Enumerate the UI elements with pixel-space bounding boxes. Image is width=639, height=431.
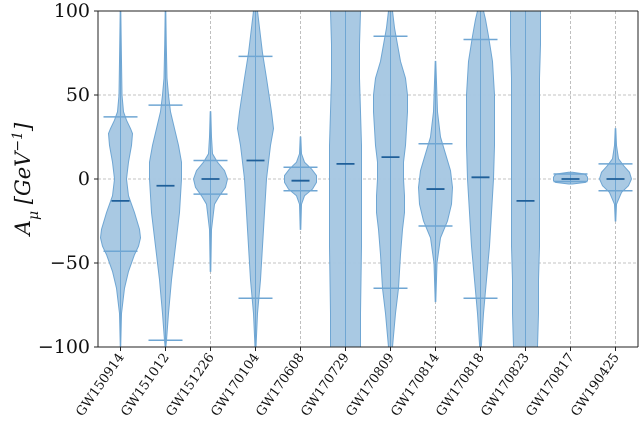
y-tick-label: −100: [38, 336, 90, 358]
violin-GW170817: [553, 171, 588, 185]
violin-GW170104: [236, 10, 275, 348]
violin-layer: [99, 10, 633, 348]
label-layer: Aμ [GeV−1]: [10, 122, 42, 237]
y-axis-label: Aμ [GeV−1]: [10, 122, 42, 237]
y-tick-label: −50: [50, 252, 90, 274]
violin-GW151226: [192, 111, 229, 272]
violin-GW170814: [417, 60, 454, 303]
violin-GW170818: [463, 10, 498, 348]
violin-GW190425: [598, 128, 633, 222]
y-tick-label: 0: [78, 168, 90, 190]
violin-GW151012: [148, 10, 183, 348]
y-tick-label: 50: [66, 84, 90, 106]
violin-GW170729: [329, 10, 362, 348]
violin-GW170823: [510, 10, 541, 348]
y-tick-label: 100: [54, 0, 90, 22]
violin-GW170608: [283, 136, 318, 230]
violin-GW170809: [373, 10, 408, 348]
violin-GW150914: [99, 10, 142, 348]
